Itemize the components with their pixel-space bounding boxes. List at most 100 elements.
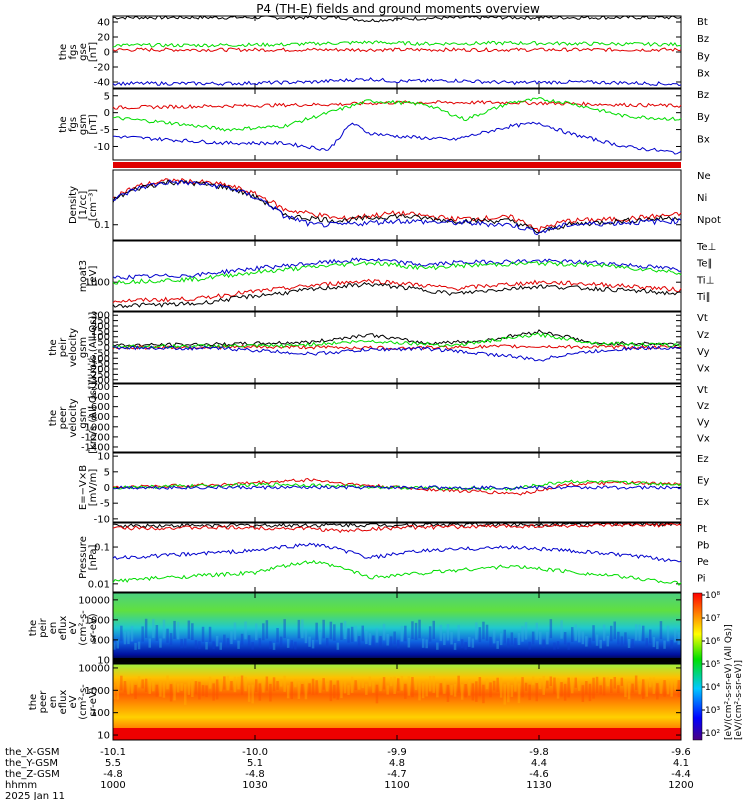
colorbar-tick-label: 10⁸ (705, 591, 720, 601)
y-axis-label: peir (58, 337, 69, 357)
spectrogram-texture (499, 633, 503, 646)
spectrogram-texture (240, 675, 244, 695)
spectrogram-texture (180, 683, 183, 691)
spectrogram-texture (428, 626, 432, 642)
panel-p1: 40 20 0 -20 -40 the fgs gse [nT] Bt Bz By Bx (58, 15, 710, 89)
spectrogram-texture (379, 678, 382, 692)
spectrogram-texture (602, 624, 606, 641)
spectrogram-texture (475, 622, 478, 640)
y-tick-label: -200 (87, 365, 110, 376)
spectrogram-texture (159, 638, 162, 648)
y-axis-label: the (58, 44, 69, 60)
spectrogram-texture (443, 678, 446, 694)
y-tick-label: 10 (97, 655, 110, 666)
y-axis-label: en (48, 622, 59, 635)
y-tick-label: -40 (94, 78, 110, 89)
series-line-bx (112, 121, 682, 155)
y-axis-label: [eV] (88, 266, 99, 287)
spectrogram-texture (581, 631, 585, 645)
spectrogram-texture (531, 676, 535, 685)
spectrogram-texture (560, 682, 563, 697)
colorbar-tick-label: 10⁴ (705, 683, 720, 693)
series-line-ti (112, 260, 682, 285)
legend-pi: Pi (697, 573, 706, 584)
spectrogram-texture (120, 675, 123, 691)
spectrogram-texture (169, 684, 173, 702)
spectrogram-texture (180, 639, 183, 648)
spectrogram-texture (265, 620, 269, 639)
spectrogram-texture (176, 621, 180, 640)
y-tick-label: 250 (91, 316, 110, 327)
spectrogram-texture (666, 679, 670, 695)
spectrogram-texture (457, 675, 460, 693)
y-axis-label: peer (38, 690, 49, 714)
spectrogram-texture (372, 682, 375, 693)
spectrogram-texture (265, 676, 269, 691)
spectrogram-texture (652, 677, 656, 694)
spectrogram-texture (663, 640, 666, 649)
spectrogram-texture (492, 629, 496, 644)
spectrogram-texture (365, 631, 368, 645)
spectrogram-texture (219, 642, 222, 650)
panel-frame (112, 311, 682, 384)
spectrogram-texture (549, 619, 553, 639)
series-line-te (112, 278, 682, 304)
spectrogram-texture (223, 676, 226, 690)
spectrogram-texture (599, 639, 602, 649)
spectrogram-texture (634, 675, 638, 690)
y-axis-label: eV (68, 621, 79, 634)
spectrogram-p10 (113, 664, 681, 740)
spectrogram-texture (382, 623, 386, 641)
spectrogram-texture (677, 680, 680, 698)
y-axis-label: gse (78, 43, 89, 61)
spectrogram-texture (255, 679, 258, 692)
spectrogram-texture (478, 627, 482, 643)
y-tick-label: -250 (87, 370, 110, 381)
spectrogram-texture (492, 680, 496, 691)
spectrogram-texture (251, 642, 254, 650)
spectrogram-texture (421, 638, 425, 648)
x-axis-value: 1130 (526, 780, 551, 791)
y-tick-label: 1000 (85, 686, 110, 697)
spectrogram-texture (212, 641, 215, 650)
spectrogram-texture (514, 638, 517, 648)
spectrogram-texture (563, 632, 567, 645)
spectrogram-texture (159, 680, 162, 697)
spectrogram-texture (144, 618, 148, 638)
spectrogram-texture (631, 683, 634, 693)
spectrogram-texture (247, 685, 251, 702)
spectrogram-texture (599, 685, 602, 695)
y-tick-label: -300 (87, 375, 110, 386)
spectrogram-texture (588, 683, 592, 702)
spectrogram-texture (329, 680, 333, 702)
spectrogram-texture (659, 621, 663, 640)
spectrogram-texture (389, 636, 393, 647)
spectrogram-texture (272, 677, 276, 692)
spectrogram-texture (418, 619, 421, 639)
series-line-pe (112, 559, 682, 586)
spectrogram-texture (539, 631, 542, 645)
spectrogram-texture (336, 642, 340, 650)
spectrogram-texture (169, 633, 173, 645)
spectrogram-texture (269, 641, 272, 650)
legend-bz: Bz (697, 90, 709, 101)
spectrogram-texture (308, 683, 311, 695)
spectrogram-texture (610, 625, 613, 642)
spectrogram-texture (524, 682, 528, 691)
spectrogram-texture (588, 637, 592, 648)
spectrogram-texture (144, 678, 148, 692)
colorbar-ticks: 10⁸ 10⁷ 10⁶ 10⁵ 10⁴ 10³ 10² (702, 591, 720, 739)
panel-p7: 10 5 0 -5 -10 E=−V×B [mV/m] Ez Ey Ex (78, 452, 709, 526)
spectrogram-texture (347, 685, 350, 695)
spectrogram-texture (602, 677, 606, 696)
y-tick-label: 0.01 (88, 579, 110, 590)
spectrogram-texture (649, 629, 652, 644)
series-line-vt (112, 329, 682, 348)
spectrogram-texture (155, 625, 159, 641)
spectrogram-texture (556, 678, 560, 699)
spectrogram-texture (272, 642, 276, 650)
panel-p5: 300250200150100500-50-100-150-200-250-30… (48, 311, 710, 387)
spectrogram-texture (152, 618, 155, 638)
